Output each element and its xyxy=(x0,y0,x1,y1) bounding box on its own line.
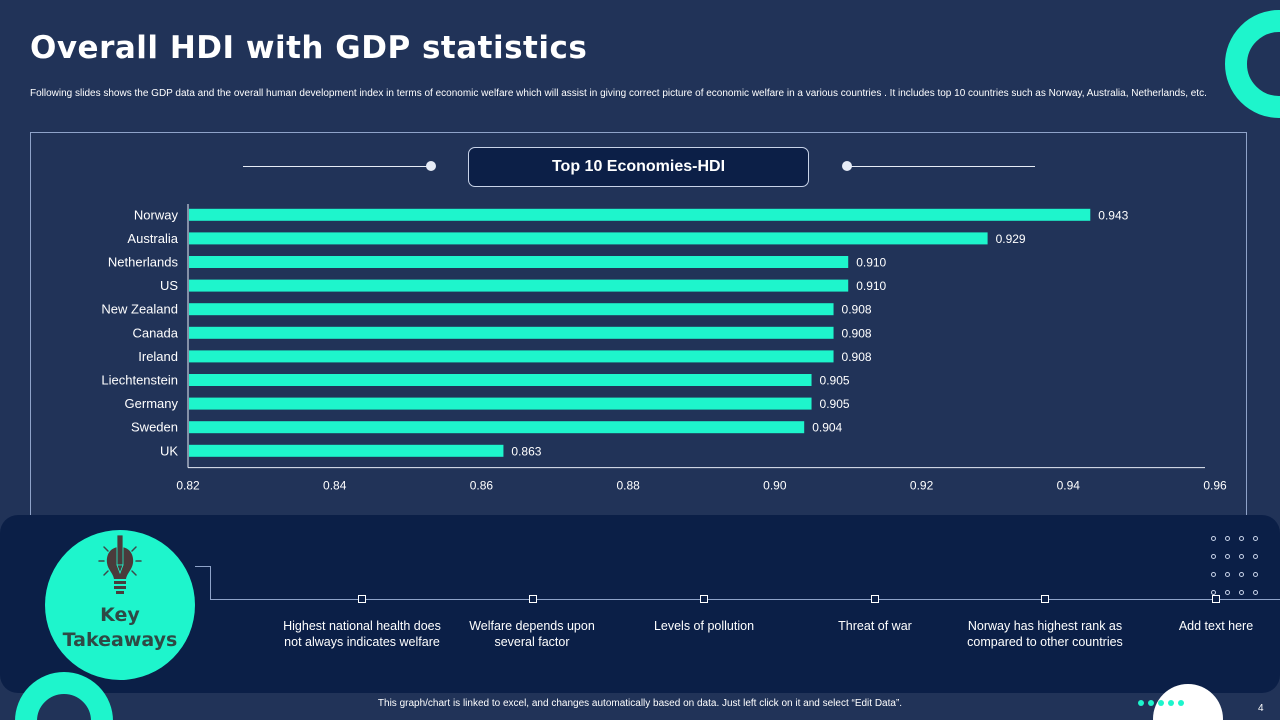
x-tick-label: 0.82 xyxy=(176,479,200,493)
takeaway-marker xyxy=(1212,595,1220,603)
x-tick-label: 0.96 xyxy=(1203,479,1227,493)
bar-sweden[interactable] xyxy=(189,421,805,434)
takeaways-timeline xyxy=(210,599,1280,600)
key-takeaways-panel xyxy=(0,515,1280,693)
bar-norway[interactable] xyxy=(189,208,1091,221)
x-tick-label: 0.90 xyxy=(763,479,787,493)
bar-uk[interactable] xyxy=(189,444,504,457)
x-tick-label: 0.86 xyxy=(470,479,494,493)
takeaway-item: Levels of pollution xyxy=(653,619,755,633)
data-label: 0.910 xyxy=(856,279,886,293)
decorative-dot-grid xyxy=(1206,533,1262,598)
takeaway-marker xyxy=(529,595,537,603)
bar-germany[interactable] xyxy=(189,397,812,410)
title-left-line xyxy=(243,166,431,167)
bar-liechtenstein[interactable] xyxy=(189,374,812,386)
category-label: Ireland xyxy=(138,349,178,364)
lightbulb-pencil-icon xyxy=(98,535,142,594)
x-tick-label: 0.92 xyxy=(910,479,934,493)
data-label: 0.908 xyxy=(842,350,872,364)
takeaway-item: Highest national health does not always … xyxy=(283,619,441,649)
bar-australia[interactable] xyxy=(189,232,988,245)
title-right-line xyxy=(847,166,1035,167)
x-tick-label: 0.94 xyxy=(1057,479,1081,493)
bar-canada[interactable] xyxy=(189,326,834,339)
category-label: UK xyxy=(160,443,178,458)
x-tick-label: 0.88 xyxy=(616,479,640,493)
category-label: Sweden xyxy=(131,420,178,435)
bar-new-zealand[interactable] xyxy=(189,303,834,316)
connector-line-vertical xyxy=(210,566,211,600)
connector-line xyxy=(195,566,210,567)
takeaway-item: Norway has highest rank as compared to o… xyxy=(967,619,1123,649)
footer-note: This graph/chart is linked to excel, and… xyxy=(377,698,903,709)
takeaway-marker xyxy=(1041,595,1049,603)
title-left-dot xyxy=(426,161,436,171)
page-number: 4 xyxy=(1258,703,1264,714)
category-label: Netherlands xyxy=(108,255,179,270)
page-title: Overall HDI with GDP statistics xyxy=(30,30,588,66)
category-label: Norway xyxy=(134,207,179,222)
page-subtitle: Following slides shows the GDP data and … xyxy=(30,88,1207,99)
takeaway-marker xyxy=(871,595,879,603)
data-label: 0.943 xyxy=(1098,208,1128,222)
key-takeaways-heading: Key Takeaways xyxy=(45,603,195,653)
x-tick-label: 0.84 xyxy=(323,479,347,493)
data-label: 0.905 xyxy=(820,397,850,411)
bar-ireland[interactable] xyxy=(189,350,834,363)
data-label: 0.929 xyxy=(996,232,1026,246)
data-label: 0.910 xyxy=(856,256,886,270)
decorative-teal-dots xyxy=(1138,700,1184,706)
category-label: Germany xyxy=(125,396,179,411)
takeaway-item: Threat of war xyxy=(838,619,912,633)
data-label: 0.908 xyxy=(842,303,872,317)
data-label: 0.908 xyxy=(842,326,872,340)
chart-title: Top 10 Economies-HDI xyxy=(468,147,809,187)
heading-line-2: Takeaways xyxy=(62,629,178,651)
category-label: US xyxy=(160,278,178,293)
data-label: 0.905 xyxy=(820,374,850,388)
takeaway-item: Welfare depends upon several factor xyxy=(469,619,595,649)
data-label: 0.863 xyxy=(511,444,541,458)
category-label: Australia xyxy=(127,231,178,246)
category-label: New Zealand xyxy=(101,302,178,317)
data-label: 0.904 xyxy=(812,421,842,435)
category-label: Canada xyxy=(132,325,178,340)
heading-line-1: Key xyxy=(100,604,140,626)
category-label: Liechtenstein xyxy=(101,373,178,388)
takeaway-marker xyxy=(700,595,708,603)
takeaway-item[interactable]: Add text here xyxy=(1178,619,1254,633)
bar-us[interactable] xyxy=(189,279,849,292)
takeaway-marker xyxy=(358,595,366,603)
bar-netherlands[interactable] xyxy=(189,256,849,268)
